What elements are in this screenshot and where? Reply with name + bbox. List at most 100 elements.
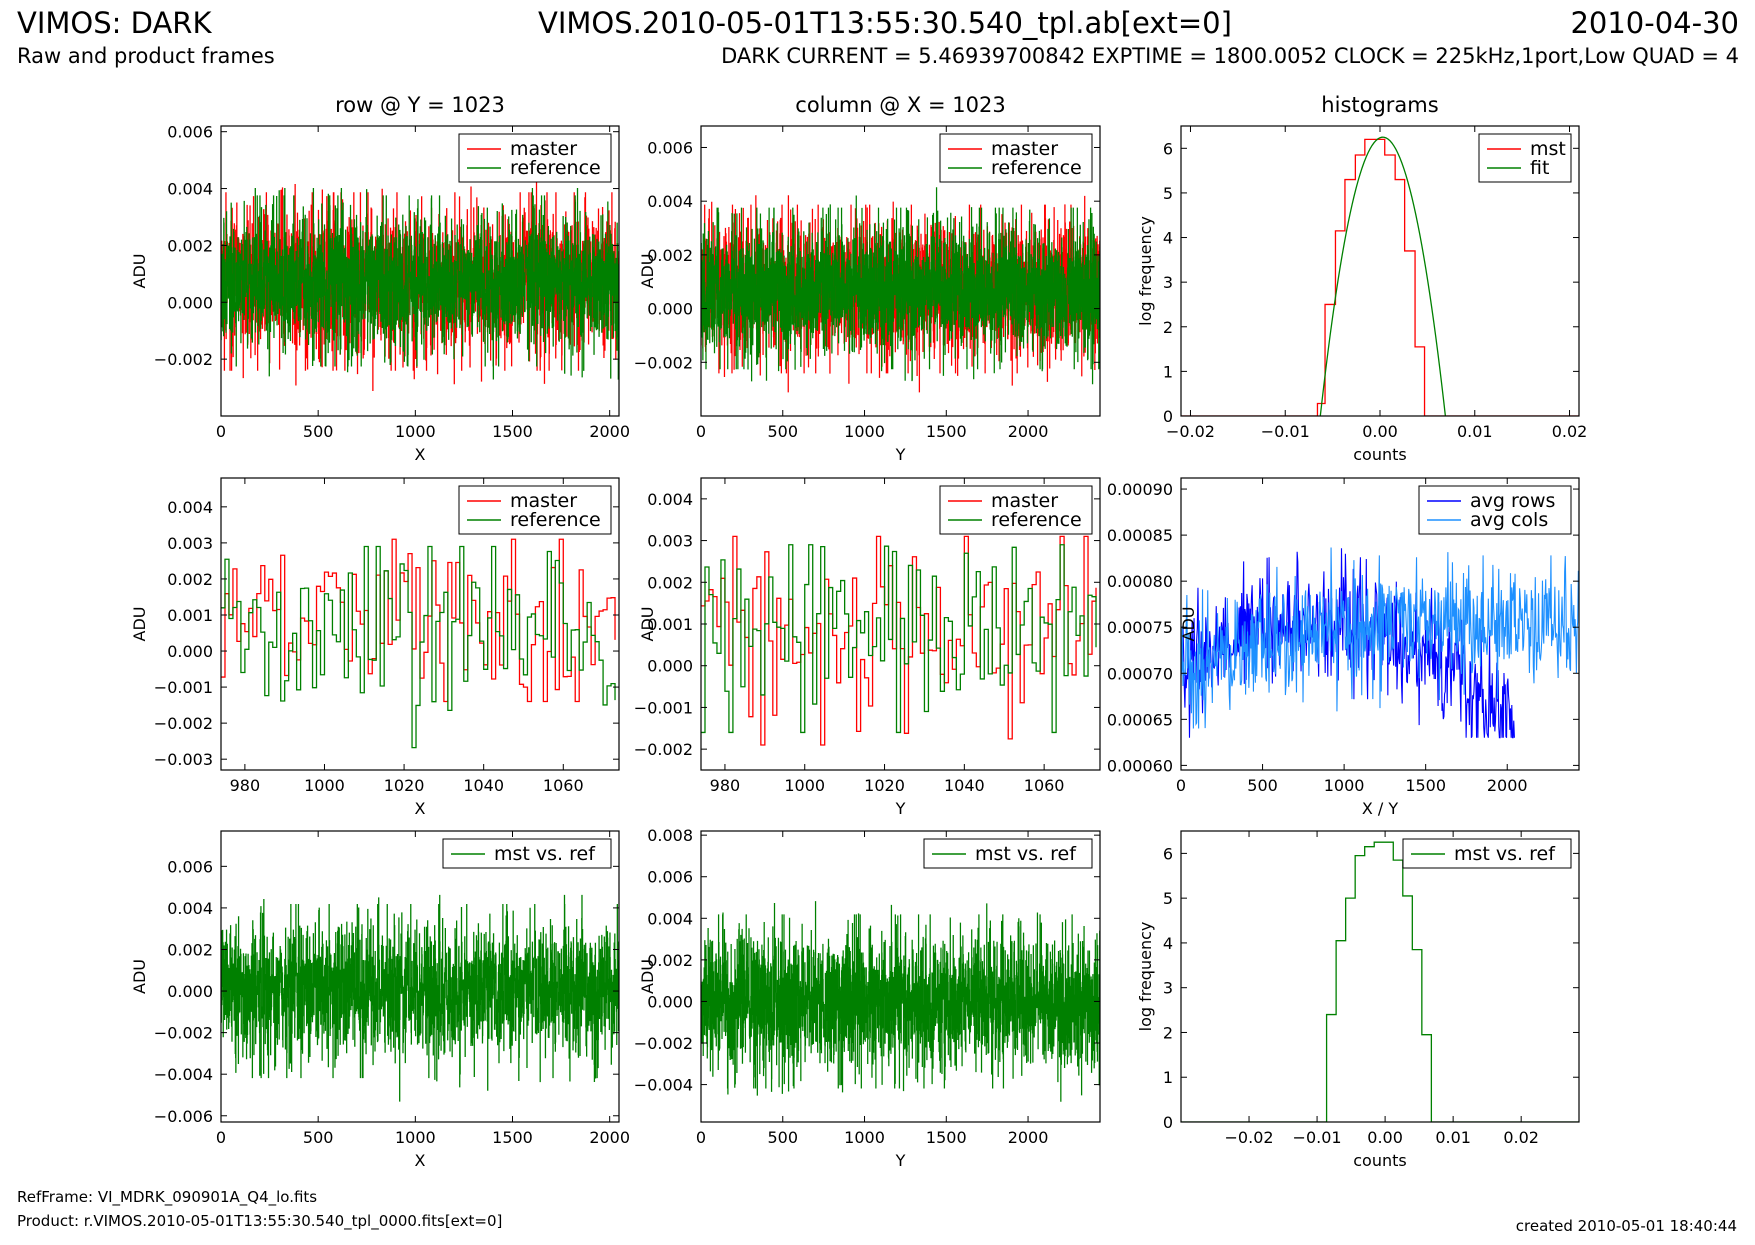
y-tick-label: 0.006 (647, 138, 693, 157)
chart-diff-col: 0 500 1000 1500 2000 −0.004 −0.002 0.000 0.002 0.… (634, 826, 1101, 1170)
x-tick-label: 0.02 (1552, 422, 1588, 441)
series-line-reference (221, 545, 616, 749)
x-tick-label: 0.01 (1435, 1128, 1471, 1147)
chart-col-full: 0 500 1000 1500 2000 −0.002 0.000 0.002 0.004 0.0… (634, 93, 1101, 464)
chart-title: row @ Y = 1023 (335, 93, 505, 117)
x-tick-label: 1040 (463, 776, 504, 795)
x-tick-label: 500 (767, 422, 798, 441)
x-tick-label: 1040 (944, 776, 985, 795)
x-tick-label: 1000 (395, 422, 436, 441)
y-tick-label: −0.002 (154, 714, 213, 733)
y-tick-label: 0.004 (167, 180, 213, 199)
y-axis-label: log frequency (1136, 922, 1155, 1032)
figure-title: VIMOS: DARK (17, 6, 212, 40)
legend-label: master (510, 490, 577, 512)
frame-title: VIMOS.2010-05-01T13:55:30.540_tpl.ab[ext… (538, 6, 1232, 40)
y-tick-label: 6 (1163, 139, 1173, 158)
x-tick-label: 0.00 (1367, 1128, 1403, 1147)
chart-hist-bottom: −0.02 −0.01 0.00 0.01 0.02 0 1 2 3 4 5 6 counts log f… (1136, 830, 1580, 1170)
night-date: 2010-04-30 (1570, 6, 1739, 40)
series-line-mst-vs-ref (1181, 841, 1579, 1122)
x-axis-label: X (415, 1151, 426, 1170)
y-tick-label: 1 (1163, 1068, 1173, 1087)
legend: mst vs. ref (1402, 838, 1572, 869)
x-tick-label: 1000 (395, 1128, 436, 1147)
x-tick-label: −0.02 (1166, 422, 1215, 441)
y-tick-label: 3 (1163, 273, 1173, 292)
y-tick-label: 0.002 (647, 573, 693, 592)
chart-title: column @ X = 1023 (795, 93, 1005, 117)
x-tick-label: −0.02 (1225, 1128, 1274, 1147)
x-tick-label: 1020 (864, 776, 905, 795)
y-tick-label: 0.001 (167, 606, 213, 625)
y-tick-label: 0.00080 (1107, 572, 1173, 591)
y-tick-label: 4 (1163, 229, 1173, 248)
y-tick-label: 0 (1163, 1113, 1173, 1132)
x-tick-label: 500 (767, 1128, 798, 1147)
y-tick-label: 0.004 (647, 192, 693, 211)
y-tick-label: 0.000 (167, 293, 213, 312)
x-tick-label: 1500 (1405, 776, 1446, 795)
legend-label: reference (991, 157, 1082, 179)
x-tick-label: 500 (1247, 776, 1278, 795)
x-tick-label: 1020 (384, 776, 425, 795)
legend-label: avg rows (1470, 490, 1555, 512)
y-axis-label: ADU (130, 254, 149, 289)
y-tick-label: 0.000 (167, 642, 213, 661)
y-tick-label: 0.00065 (1107, 710, 1173, 729)
x-tick-label: 0 (696, 422, 706, 441)
x-tick-label: 0 (1176, 776, 1186, 795)
y-tick-label: 0.00075 (1107, 618, 1173, 637)
y-tick-label: 0.004 (167, 899, 213, 918)
y-tick-label: 0.00090 (1107, 480, 1173, 499)
y-tick-label: 0.002 (167, 570, 213, 589)
plot-frame (700, 125, 1101, 417)
legend-label: reference (991, 509, 1082, 531)
plot-frame (1180, 830, 1580, 1123)
y-tick-label: 0.001 (647, 615, 693, 634)
y-tick-label: −0.003 (154, 750, 213, 769)
y-tick-label: −0.001 (154, 678, 213, 697)
legend: mst vs. ref (442, 838, 612, 869)
y-tick-label: 0.006 (167, 857, 213, 876)
y-tick-label: 0.003 (167, 534, 213, 553)
y-tick-label: 0 (1163, 407, 1173, 426)
x-tick-label: 0 (216, 422, 226, 441)
y-tick-label: 0.000 (167, 982, 213, 1001)
x-tick-label: 1500 (926, 422, 967, 441)
x-axis-label: Y (895, 1151, 906, 1170)
y-tick-label: 0.00070 (1107, 664, 1173, 683)
series-line-reference (221, 188, 619, 380)
created-timestamp: created 2010-05-01 18:40:44 (1515, 1217, 1737, 1235)
legend-label: avg cols (1470, 509, 1548, 531)
chart-col-zoom: 980 1000 1020 1040 1060 −0.002 −0.001 0.000 0.00… (634, 477, 1101, 818)
y-axis-label: ADU (130, 607, 149, 642)
y-axis-label: ADU (130, 959, 149, 994)
y-tick-label: 0.002 (647, 246, 693, 265)
x-tick-label: 980 (710, 776, 741, 795)
y-tick-label: 6 (1163, 844, 1173, 863)
refframe-label: RefFrame: VI_MDRK_090901A_Q4_lo.fits (17, 1188, 318, 1206)
legend-box (939, 133, 1093, 183)
plot-frame (700, 830, 1101, 1123)
x-axis-label: Y (895, 799, 906, 818)
series-line-mst-vs-ref (701, 901, 1100, 1102)
legend-box (1478, 133, 1572, 183)
legend-box (939, 485, 1093, 535)
y-tick-label: −0.002 (634, 740, 693, 759)
x-tick-label: 500 (303, 1128, 334, 1147)
legend-box (1418, 485, 1572, 535)
x-tick-label: 1000 (784, 776, 825, 795)
y-tick-label: 0.008 (647, 826, 693, 845)
y-tick-label: 0.004 (647, 490, 693, 509)
qc-parameters: DARK CURRENT = 5.46939700842 EXPTIME = 1… (721, 44, 1739, 68)
y-tick-label: 0.00085 (1107, 526, 1173, 545)
y-axis-label: ADU (638, 254, 657, 289)
x-tick-label: 2000 (1008, 422, 1049, 441)
y-axis-label: ADU (638, 607, 657, 642)
x-axis-label: X (415, 445, 426, 464)
product-label: Product: r.VIMOS.2010-05-01T13:55:30.540… (17, 1212, 503, 1230)
x-axis-label: X (415, 799, 426, 818)
